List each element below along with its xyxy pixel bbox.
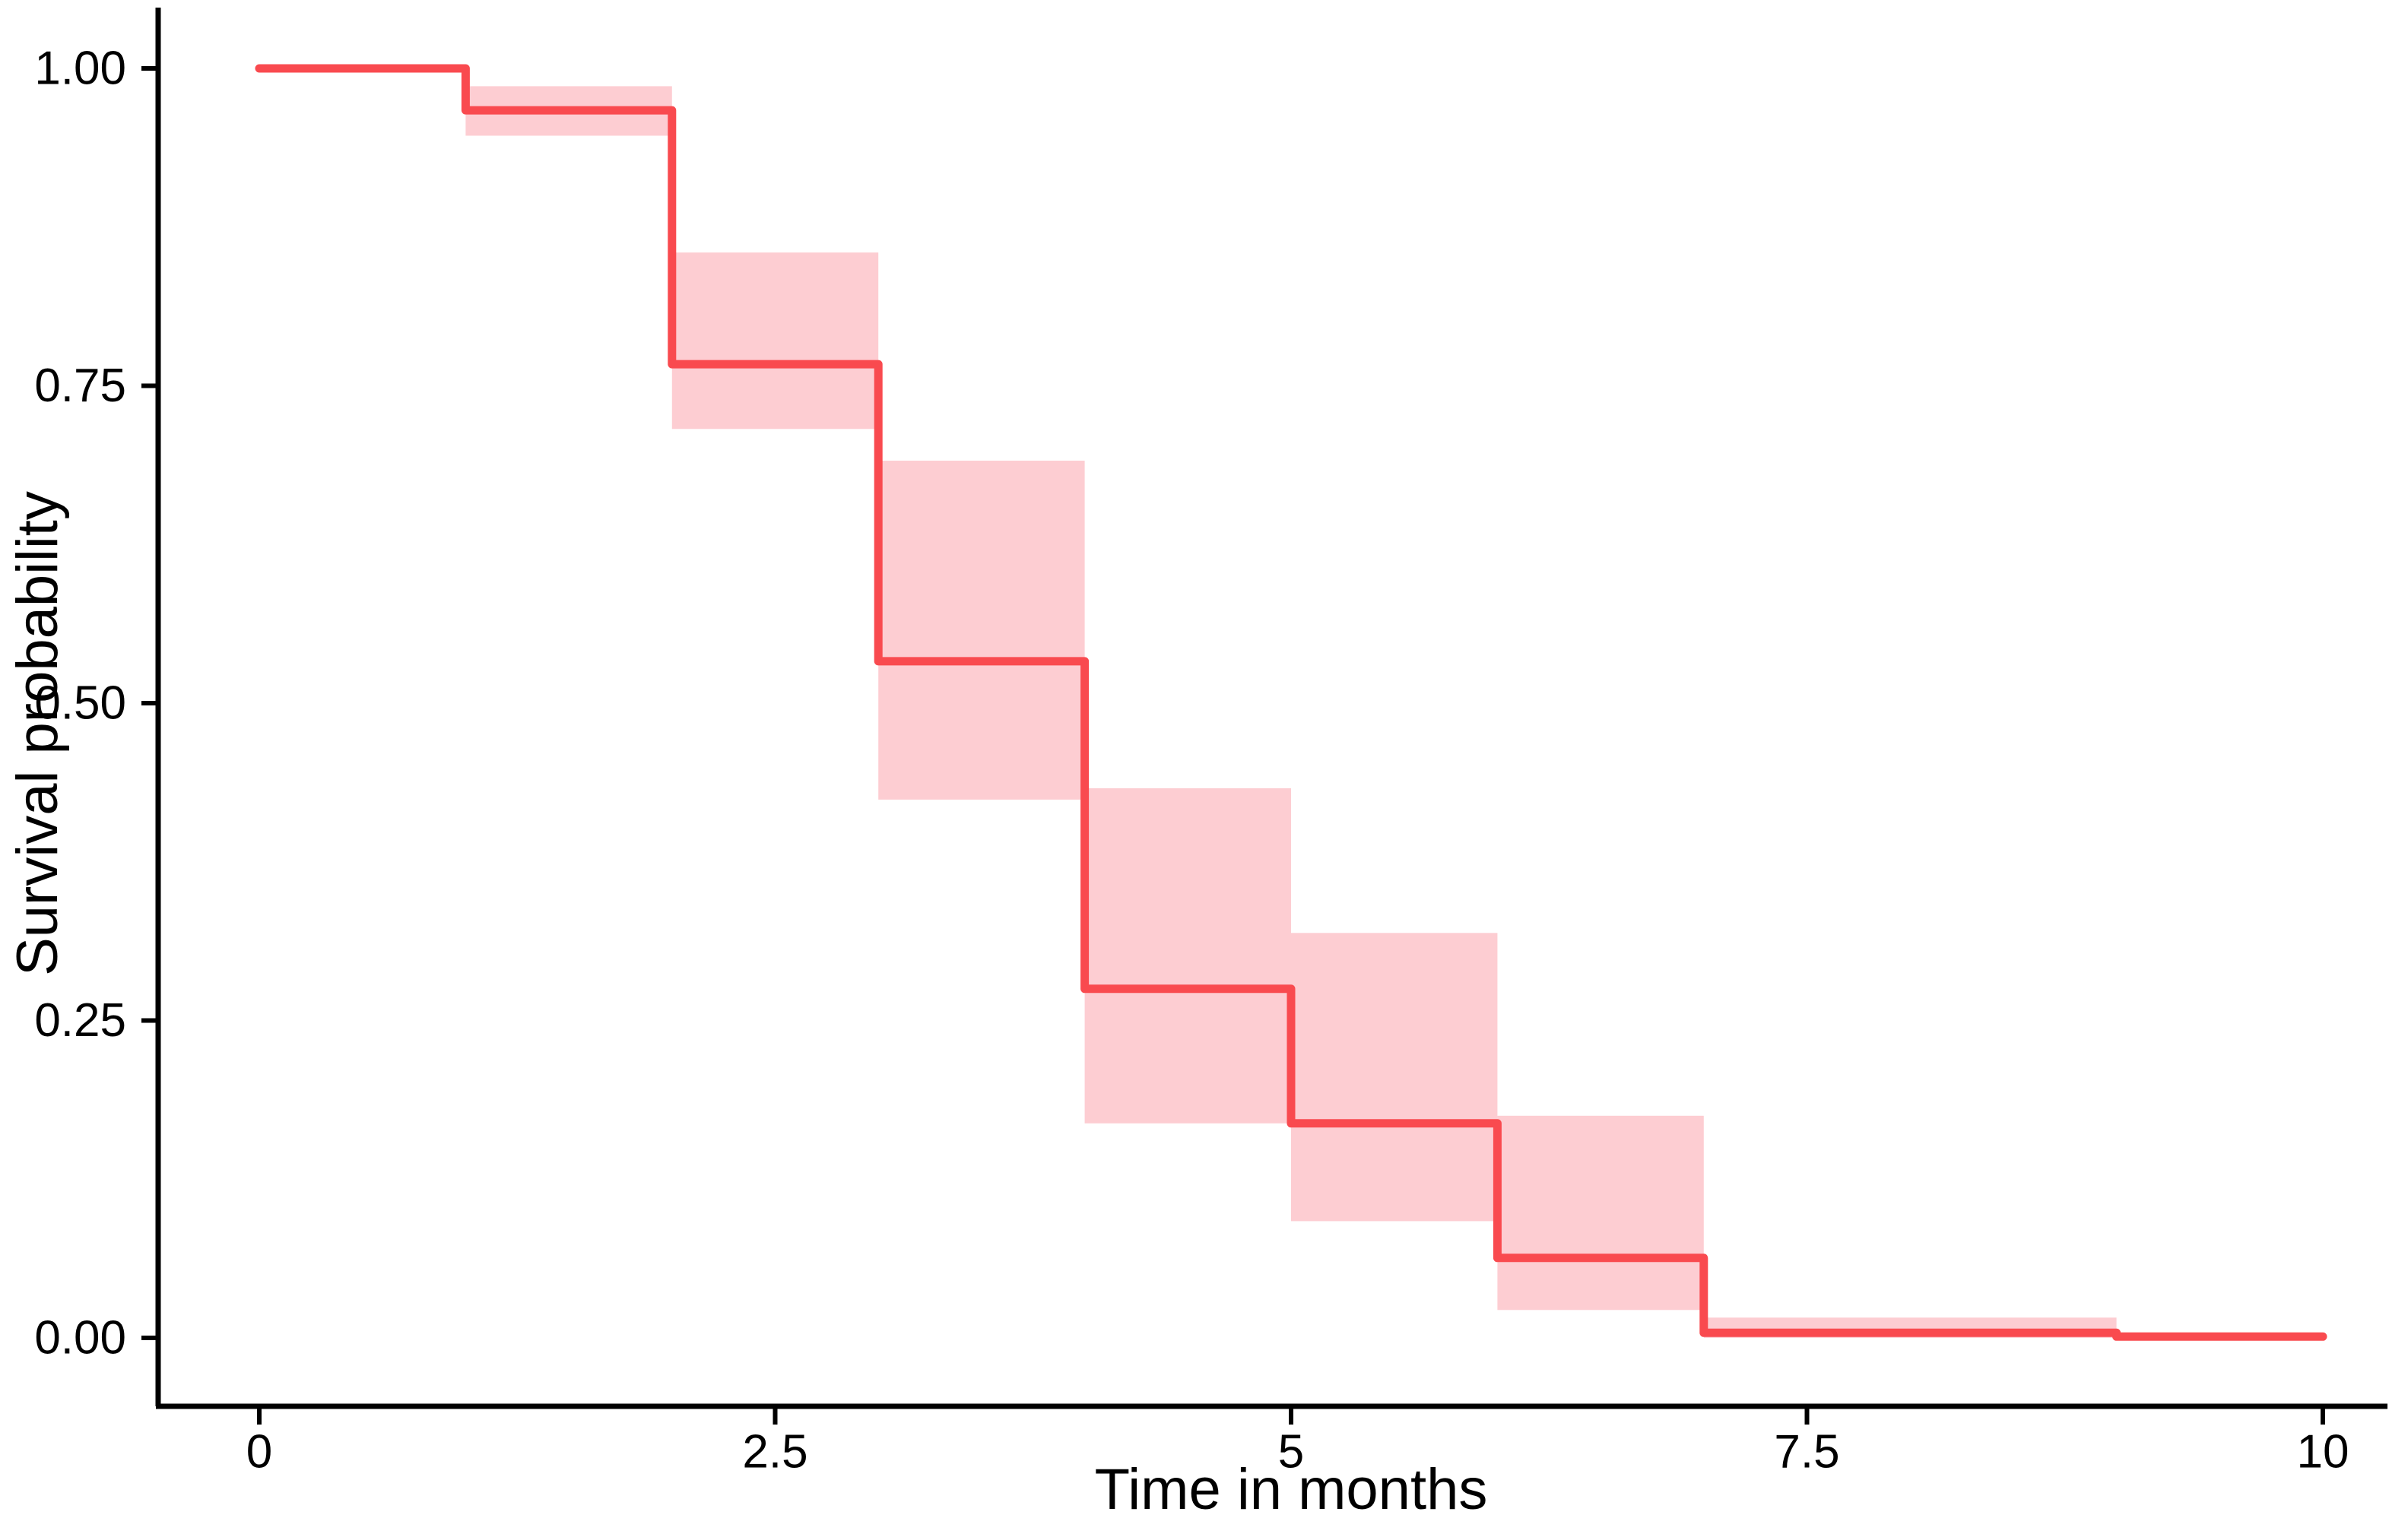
x-tick-label: 7.5 (1774, 1426, 1839, 1479)
survival-step-line (255, 64, 2327, 1341)
x-tick-label: 2.5 (742, 1426, 807, 1479)
y-tick-label: 0.25 (34, 994, 126, 1047)
y-tick-label: 0.50 (34, 677, 126, 730)
ci-ribbon-segment (878, 461, 1085, 800)
x-tick-label: 10 (2297, 1426, 2349, 1479)
y-axis-title: Survival probability (5, 491, 70, 976)
y-tick-label: 1.00 (34, 43, 126, 95)
confidence-ribbon (465, 86, 2117, 1338)
x-tick-label: 5 (1278, 1426, 1304, 1479)
y-tick-label: 0.75 (34, 360, 126, 412)
ci-ribbon-segment (1291, 933, 1498, 1222)
x-axis-ticks: 0 2.5 5 7.5 10 (246, 1406, 2349, 1479)
x-axis-title: Time in months (1094, 1457, 1488, 1515)
ci-ribbon-segment (1084, 788, 1291, 1124)
x-tick-label: 0 (246, 1426, 272, 1479)
y-tick-label: 0.00 (34, 1312, 126, 1364)
y-axis-ticks: 0.00 0.25 0.50 0.75 1.00 (34, 43, 158, 1364)
axes (155, 8, 2387, 1409)
ci-ribbon-segment (1497, 1115, 1704, 1311)
ci-ribbon-segment (671, 252, 879, 429)
